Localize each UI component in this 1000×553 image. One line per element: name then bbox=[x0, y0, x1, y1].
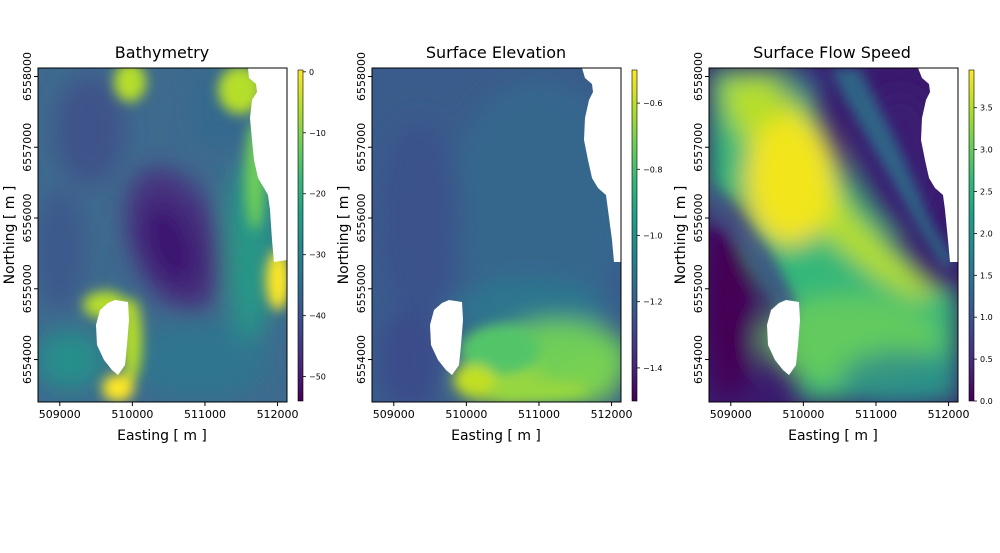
x-tick-label: 511000 bbox=[518, 408, 560, 421]
y-tick-label: 6556000 bbox=[692, 194, 705, 243]
x-tick-label: 511000 bbox=[855, 408, 897, 421]
island bbox=[96, 300, 129, 375]
y-tick-label: 6558000 bbox=[355, 52, 368, 101]
plot-frame bbox=[37, 67, 288, 403]
colorbar bbox=[297, 69, 304, 402]
x-axis: 509000 510000 511000 512000 bbox=[39, 402, 299, 421]
colorbar-tick-label: 0.5 bbox=[980, 355, 993, 364]
colorbar-tick-label: 0.0 bbox=[980, 397, 993, 406]
y-tick-label: 6557000 bbox=[355, 123, 368, 172]
colorbar-tick-label: −40 bbox=[309, 312, 326, 321]
colorbar bbox=[631, 69, 638, 402]
colorbar-tick-label: −50 bbox=[309, 373, 326, 382]
x-tick-label: 510000 bbox=[782, 408, 824, 421]
y-tick-label: 6557000 bbox=[692, 123, 705, 172]
y-axis-label: Northing [ m ] bbox=[673, 186, 689, 285]
plot-frame bbox=[708, 67, 959, 403]
y-axis: 6554000 6555000 6556000 6557000 6558000 bbox=[21, 52, 38, 384]
island bbox=[767, 300, 800, 375]
plot-frame bbox=[371, 67, 622, 403]
colorbar-tick-label: −1.2 bbox=[643, 298, 662, 307]
y-axis: 6554000 6555000 6556000 6557000 6558000 bbox=[355, 52, 372, 384]
x-axis: 509000 510000 511000 512000 bbox=[373, 402, 633, 421]
x-tick-label: 510000 bbox=[445, 408, 487, 421]
colorbar-tick-label: 1.0 bbox=[980, 313, 993, 322]
heatmap-field bbox=[38, 68, 287, 402]
island bbox=[430, 300, 463, 375]
x-axis: 509000 510000 511000 512000 bbox=[710, 402, 970, 421]
colorbar-tick-label: 3.0 bbox=[980, 146, 993, 155]
chart-title: Surface Elevation bbox=[426, 43, 566, 62]
colorbar-ticks: −0.6 −0.8 −1.0 −1.2 −1.4 bbox=[637, 99, 662, 373]
colorbar-tick-label: −1.4 bbox=[643, 364, 662, 373]
panel-surface-flow-speed: Surface Flow Speed 509000 510000 511000 512… bbox=[673, 43, 993, 444]
colorbar-tick-label: −0.6 bbox=[643, 99, 662, 108]
y-tick-label: 6555000 bbox=[355, 264, 368, 313]
panel-bathymetry: Bathymetry bbox=[2, 43, 326, 444]
colorbar-tick-label: 1.5 bbox=[980, 271, 993, 280]
x-tick-label: 509000 bbox=[710, 408, 752, 421]
x-tick-label: 511000 bbox=[184, 408, 226, 421]
colorbar-tick-label: −20 bbox=[309, 190, 326, 199]
chart-title: Surface Flow Speed bbox=[753, 43, 911, 62]
colorbar-tick-label: 3.5 bbox=[980, 104, 993, 113]
y-tick-label: 6556000 bbox=[21, 194, 34, 243]
colorbar-ticks: 0.0 0.5 1.0 1.5 2.0 2.5 3.0 3.5 bbox=[974, 104, 993, 406]
panel-surface-elevation: Surface Elevation 509000 510000 511000 5120… bbox=[336, 43, 662, 444]
y-axis-label: Northing [ m ] bbox=[2, 186, 18, 285]
chart-title: Bathymetry bbox=[115, 43, 209, 62]
y-axis: 6554000 6555000 6556000 6557000 6558000 bbox=[692, 52, 709, 384]
y-tick-label: 6554000 bbox=[21, 335, 34, 384]
x-axis-label: Easting [ m ] bbox=[117, 428, 207, 444]
colorbar-tick-label: 0 bbox=[309, 68, 314, 77]
x-tick-label: 512000 bbox=[928, 408, 970, 421]
x-tick-label: 512000 bbox=[591, 408, 633, 421]
y-tick-label: 6555000 bbox=[692, 264, 705, 313]
x-tick-label: 510000 bbox=[111, 408, 153, 421]
colorbar-tick-label: 2.0 bbox=[980, 229, 993, 238]
y-tick-label: 6554000 bbox=[692, 335, 705, 384]
colorbar-ticks: 0 −10 −20 −30 −40 −50 bbox=[303, 68, 326, 382]
y-tick-label: 6558000 bbox=[692, 52, 705, 101]
colorbar-tick-label: 2.5 bbox=[980, 188, 993, 197]
y-tick-label: 6555000 bbox=[21, 264, 34, 313]
land-mask bbox=[248, 68, 287, 262]
colorbar-tick-label: −10 bbox=[309, 129, 326, 138]
land-mask bbox=[918, 68, 958, 262]
x-tick-label: 509000 bbox=[373, 408, 415, 421]
colorbar-tick-label: −0.8 bbox=[643, 165, 662, 174]
y-tick-label: 6554000 bbox=[355, 335, 368, 384]
y-tick-label: 6556000 bbox=[355, 194, 368, 243]
y-tick-label: 6557000 bbox=[21, 123, 34, 172]
colorbar-tick-label: −30 bbox=[309, 251, 326, 260]
x-axis-label: Easting [ m ] bbox=[451, 428, 541, 444]
colorbar-tick-label: −1.0 bbox=[643, 232, 662, 241]
y-tick-label: 6558000 bbox=[21, 52, 34, 101]
colorbar bbox=[968, 69, 975, 402]
y-axis-label: Northing [ m ] bbox=[336, 186, 352, 285]
land-mask bbox=[582, 68, 621, 262]
heatmap-field bbox=[709, 68, 958, 402]
heatmap-field bbox=[372, 68, 621, 402]
x-tick-label: 509000 bbox=[39, 408, 81, 421]
x-tick-label: 512000 bbox=[257, 408, 299, 421]
x-axis-label: Easting [ m ] bbox=[788, 428, 878, 444]
